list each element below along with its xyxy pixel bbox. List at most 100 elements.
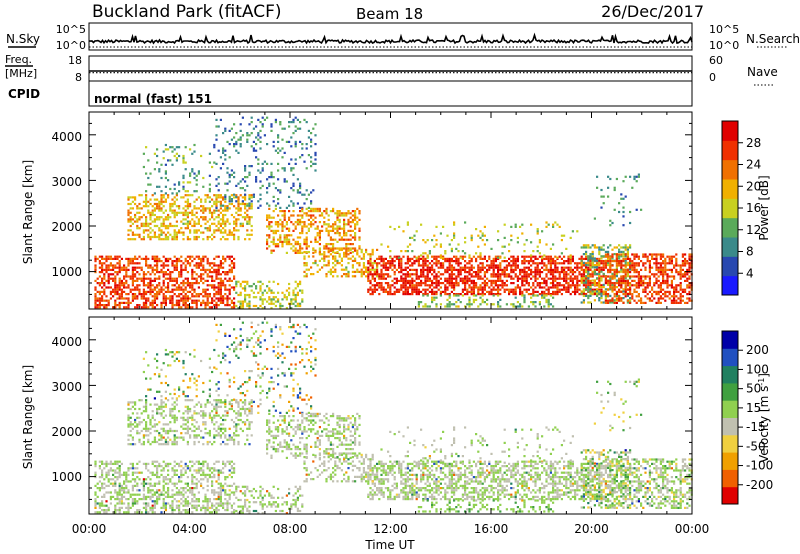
power-cell <box>112 288 115 291</box>
power-cell <box>288 125 291 128</box>
velocity-cell <box>105 465 108 468</box>
power-cell <box>301 229 304 232</box>
power-cell <box>448 293 451 296</box>
power-cell <box>565 266 568 269</box>
power-cell <box>120 293 123 296</box>
power-cell <box>497 305 500 308</box>
power-cell <box>406 279 409 282</box>
power-cell <box>468 286 471 289</box>
power-cell <box>360 248 363 251</box>
power-cell <box>384 262 387 265</box>
power-cell <box>208 284 211 287</box>
power-cell <box>195 295 198 298</box>
power-cell <box>109 293 112 296</box>
power-cell <box>492 275 495 278</box>
power-cell <box>659 301 662 304</box>
power-cell <box>380 255 383 258</box>
power-cell <box>149 231 152 234</box>
power-cell <box>648 268 651 271</box>
power-cell <box>371 253 374 256</box>
power-cell <box>543 290 546 293</box>
power-cell <box>475 284 478 287</box>
power-cell <box>213 143 216 147</box>
power-cell <box>582 294 585 297</box>
power-cell <box>655 301 658 304</box>
power-cell <box>140 224 143 228</box>
power-cell <box>655 257 658 260</box>
power-cell <box>574 266 577 269</box>
power-cell <box>510 260 513 263</box>
power-cell <box>259 287 262 290</box>
power-cell <box>389 266 392 269</box>
power-cell <box>217 213 220 217</box>
power-cell <box>96 304 99 307</box>
power-cell <box>215 184 218 187</box>
velocity-cell <box>105 460 108 463</box>
power-cell <box>521 223 524 226</box>
power-cell <box>325 247 328 250</box>
power-cell <box>468 284 471 287</box>
power-cell <box>197 266 200 269</box>
power-cell <box>167 213 170 217</box>
velocity-cell <box>116 498 119 501</box>
power-cell <box>244 218 247 221</box>
power-cell <box>180 260 183 263</box>
power-cell <box>448 260 451 263</box>
velocity-cell <box>118 487 121 490</box>
power-cell <box>138 255 141 258</box>
power-cell <box>145 257 148 260</box>
power-cell <box>541 294 544 297</box>
power-cell <box>131 218 134 221</box>
power-cell <box>244 285 247 288</box>
power-cell <box>492 294 495 297</box>
power-cell <box>134 295 137 298</box>
power-cell <box>565 279 568 282</box>
power-cell <box>523 271 526 274</box>
power-cell <box>200 209 203 212</box>
power-cell <box>470 264 473 267</box>
power-cell <box>358 218 361 221</box>
power-cell <box>292 121 295 124</box>
power-cell <box>417 277 420 280</box>
power-cell <box>224 198 227 201</box>
power-cell <box>193 205 196 208</box>
power-cell <box>483 255 486 258</box>
power-cell <box>530 268 533 271</box>
power-cell <box>598 266 601 269</box>
noise-tick-left-top: 10^5 <box>56 23 86 36</box>
power-cell <box>173 266 176 269</box>
power-cell <box>312 210 315 213</box>
power-cell <box>666 279 669 282</box>
power-cell <box>567 257 570 260</box>
power-cell <box>426 279 429 282</box>
power-cell <box>208 235 211 239</box>
power-cell <box>145 196 148 199</box>
power-cell <box>244 293 247 297</box>
power-cell <box>402 230 405 233</box>
power-cell <box>659 282 662 285</box>
power-cell <box>94 260 97 263</box>
power-cell <box>406 262 409 265</box>
power-cell <box>431 268 434 271</box>
power-cell <box>521 275 524 278</box>
power-cell <box>180 227 183 230</box>
power-cell <box>519 293 522 296</box>
power-cell <box>591 244 594 247</box>
power-cell <box>211 222 214 225</box>
power-cell <box>125 286 128 289</box>
power-cell <box>160 194 163 197</box>
power-cell <box>235 229 238 232</box>
power-cell <box>211 216 214 219</box>
power-cell <box>450 250 453 253</box>
power-cell <box>290 167 293 170</box>
power-cell <box>250 165 253 168</box>
power-cell <box>598 261 601 264</box>
velocity-cell <box>105 500 108 503</box>
power-cell <box>325 245 328 248</box>
power-cell <box>448 262 451 265</box>
velocity-cell <box>123 480 126 483</box>
power-cell <box>147 183 150 186</box>
power-cell <box>398 271 401 274</box>
power-cell <box>327 243 330 246</box>
power-cell <box>558 271 561 274</box>
